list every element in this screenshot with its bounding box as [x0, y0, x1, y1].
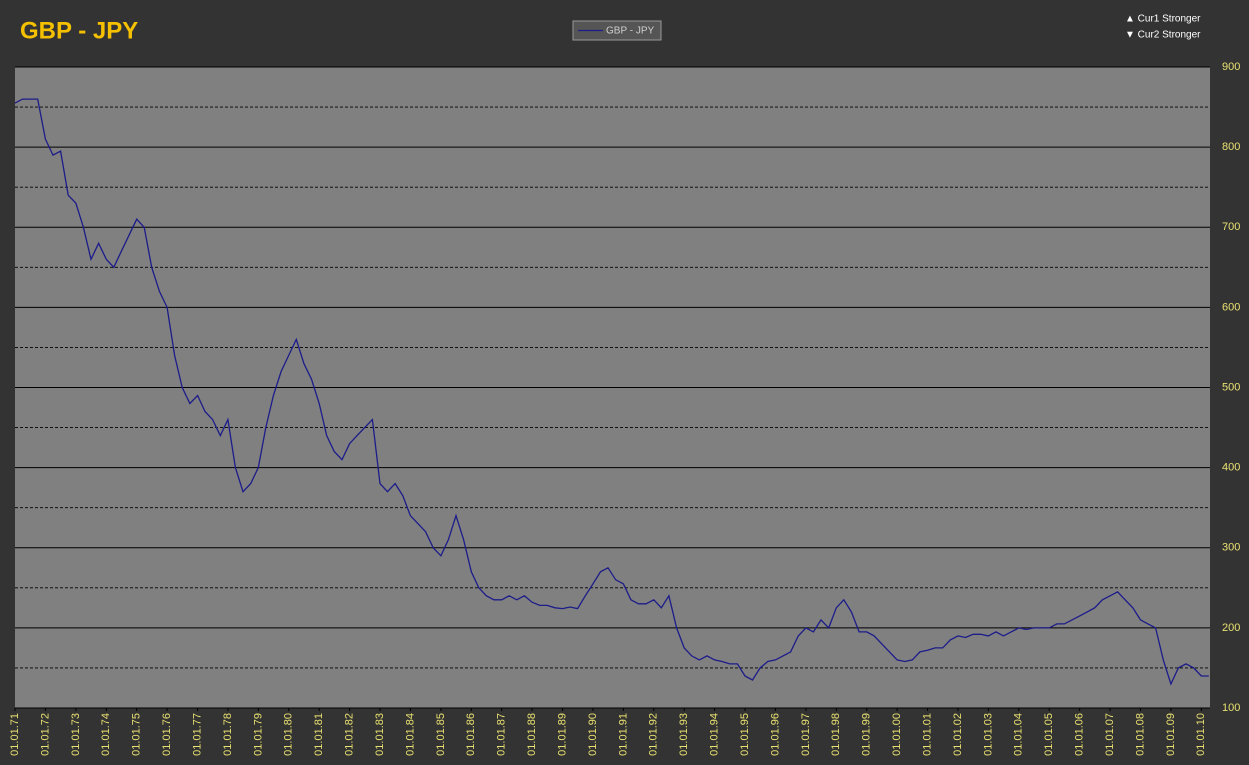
y-tick-label: 200	[1222, 622, 1240, 634]
x-tick-label: 01.01.81	[313, 713, 325, 756]
x-tick-label: 01.01.08	[1134, 713, 1146, 756]
annotation: ▲ Cur1 Stronger	[1125, 14, 1201, 25]
x-tick-label: 01.01.00	[891, 713, 903, 756]
x-tick-label: 01.01.98	[830, 713, 842, 756]
x-tick-label: 01.01.73	[70, 713, 82, 756]
x-tick-label: 01.01.75	[131, 713, 143, 756]
x-tick-label: 01.01.88	[526, 713, 538, 756]
x-tick-label: 01.01.97	[800, 713, 812, 756]
x-tick-label: 01.01.05	[1043, 713, 1055, 756]
x-tick-label: 01.01.76	[161, 713, 173, 756]
x-tick-label: 01.01.85	[435, 713, 447, 756]
y-tick-label: 900	[1222, 61, 1240, 73]
x-tick-label: 01.01.86	[465, 713, 477, 756]
x-tick-label: 01.01.91	[617, 713, 629, 756]
x-tick-label: 01.01.78	[222, 713, 234, 756]
y-tick-label: 800	[1222, 141, 1240, 153]
x-tick-label: 01.01.89	[556, 713, 568, 756]
x-tick-label: 01.01.01	[922, 713, 934, 756]
x-tick-label: 01.01.96	[769, 713, 781, 756]
legend-box	[572, 20, 662, 41]
chart-title: GBP - JPY	[20, 17, 138, 44]
legend-label: GBP - JPY	[606, 26, 654, 37]
x-tick-label: 01.01.93	[678, 713, 690, 756]
x-tick-label: 01.01.94	[709, 713, 721, 756]
y-tick-label: 500	[1222, 381, 1240, 393]
x-tick-label: 01.01.71	[9, 713, 21, 756]
x-tick-label: 01.01.99	[861, 713, 873, 756]
x-tick-label: 01.01.04	[1013, 713, 1025, 756]
y-tick-label: 100	[1222, 702, 1240, 714]
x-tick-label: 01.01.72	[39, 713, 51, 756]
x-tick-label: 01.01.74	[100, 713, 112, 756]
y-tick-label: 600	[1222, 301, 1240, 313]
x-tick-label: 01.01.10	[1195, 713, 1207, 756]
x-tick-label: 01.01.95	[739, 713, 751, 756]
x-tick-label: 01.01.87	[496, 713, 508, 756]
x-tick-label: 01.01.84	[404, 713, 416, 756]
y-tick-label: 400	[1222, 462, 1240, 474]
x-tick-label: 01.01.83	[374, 713, 386, 756]
x-tick-label: 01.01.03	[982, 713, 994, 756]
series-line	[14, 98, 1209, 686]
x-tick-label: 01.01.77	[191, 713, 203, 756]
x-tick-label: 01.01.82	[344, 713, 356, 756]
x-tick-label: 01.01.79	[252, 713, 264, 756]
annotation: ▼ Cur2 Stronger	[1125, 30, 1201, 41]
x-tick-label: 01.01.06	[1074, 713, 1086, 756]
y-tick-label: 300	[1222, 542, 1240, 554]
x-tick-label: 01.01.09	[1165, 713, 1177, 756]
x-tick-label: 01.01.90	[587, 713, 599, 756]
x-tick-label: 01.01.02	[952, 713, 964, 756]
x-tick-label: 01.01.92	[648, 713, 660, 756]
x-tick-label: 01.01.07	[1104, 713, 1116, 756]
y-tick-label: 700	[1222, 221, 1240, 233]
x-tick-label: 01.01.80	[283, 713, 295, 756]
